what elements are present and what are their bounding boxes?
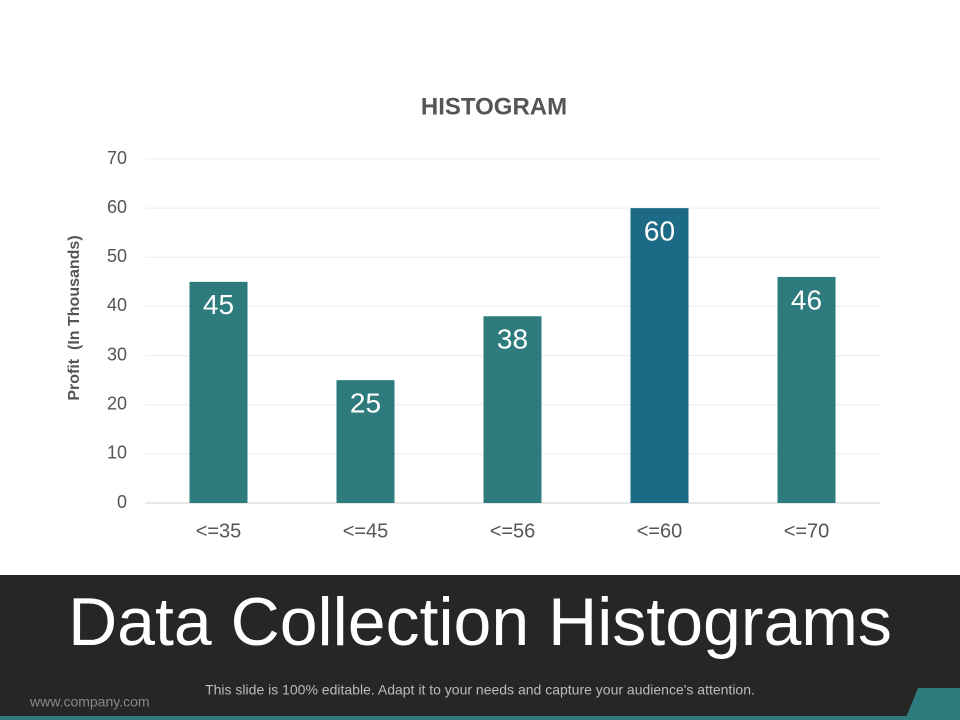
bar — [630, 208, 689, 503]
slide-title: Data Collection Histograms — [68, 584, 892, 660]
x-tick-label: <=60 — [637, 520, 683, 542]
y-tick-label: 20 — [107, 393, 127, 413]
title-band — [0, 575, 960, 720]
bar — [336, 380, 395, 503]
caption: This slide is 100% editable. Adapt it to… — [205, 682, 755, 698]
y-tick-label: 10 — [107, 443, 127, 463]
x-tick-label: <=56 — [490, 520, 536, 542]
y-tick-label: 30 — [107, 344, 127, 364]
data-label: 60 — [644, 216, 675, 247]
data-label: 45 — [203, 289, 234, 320]
x-tick-label: <=35 — [196, 520, 242, 542]
bar — [483, 316, 542, 503]
bar — [189, 281, 248, 503]
x-tick-label: <=45 — [343, 520, 389, 542]
data-label: 25 — [350, 388, 381, 419]
y-tick-label: 60 — [107, 197, 127, 217]
y-tick-label: 70 — [107, 148, 127, 168]
plot-area: 0 10 20 30 40 50 60 70 <=35 45 <=45 25 <=56 38 <=60 60 <… — [107, 148, 880, 542]
y-axis-label: Profit (In Thousands) — [66, 235, 83, 400]
bottom-line — [0, 716, 960, 720]
y-tick-label: 50 — [107, 246, 127, 266]
data-label: 38 — [497, 324, 528, 355]
y-tick-label: 0 — [117, 492, 127, 512]
website: www.company.com — [29, 694, 150, 710]
bar — [777, 276, 836, 503]
corner-accent — [905, 688, 960, 720]
x-tick-label: <=70 — [784, 520, 830, 542]
data-label: 46 — [791, 284, 822, 315]
chart-title: HISTOGRAM — [421, 93, 567, 120]
y-tick-label: 40 — [107, 295, 127, 315]
